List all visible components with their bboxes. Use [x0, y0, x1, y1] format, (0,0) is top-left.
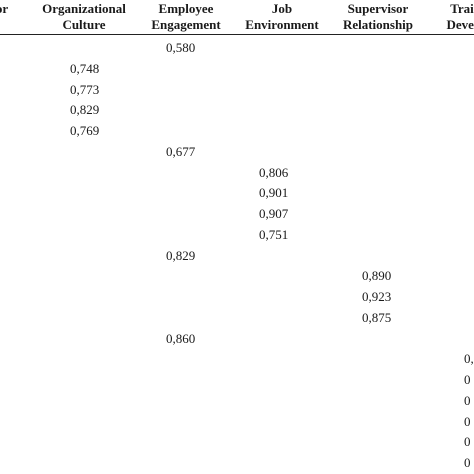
table-cell: 0,829: [166, 247, 196, 263]
header-col-job-environment: Job Environment: [212, 1, 352, 33]
table-cell: 0,806: [259, 164, 289, 180]
header-line-1: Job: [271, 1, 293, 16]
table-cell: 0,829: [70, 102, 100, 118]
header-line-2: Devel: [446, 17, 474, 32]
table-cell: 0: [464, 434, 471, 450]
header-line-1: Employee: [158, 1, 214, 16]
table-cell: 0,923: [362, 289, 392, 304]
header-col-supervisor-relationship: Supervisor Relationship: [308, 1, 448, 33]
header-line-1: Trai: [450, 1, 474, 16]
header-rule: [0, 34, 474, 35]
table-cell: 0,901: [259, 185, 289, 201]
table-cell: 0: [464, 392, 471, 408]
header-line-1: or: [0, 1, 9, 16]
header-line-2: Relationship: [342, 17, 414, 32]
table-cell: 0,748: [70, 60, 100, 76]
table-cell: 0: [464, 372, 471, 387]
header-col-training-development: TraiDevel: [392, 1, 474, 33]
table-cell: 0,677: [166, 143, 196, 159]
header-col-factor: or: [0, 1, 72, 17]
table-cell: 0,751: [259, 226, 289, 242]
table-cell: 0,875: [362, 309, 392, 325]
header-line-2: Environment: [245, 17, 319, 32]
table-cell: 0,907: [259, 206, 289, 221]
header-line-2: Engagement: [151, 17, 221, 32]
header-line-1: Organizational: [42, 1, 126, 16]
table-cell: 0,: [464, 351, 474, 367]
table-cell: 0,773: [70, 81, 100, 97]
table-cell: 0,860: [166, 330, 196, 346]
header-col-employee-engagement: Employee Engagement: [116, 1, 256, 33]
table-cell: 0: [464, 455, 471, 470]
table-cell: 0,890: [362, 268, 392, 284]
table-cell: 0,580: [166, 40, 196, 55]
table-cell: 0: [464, 413, 471, 429]
table-cell: 0,769: [70, 123, 100, 138]
header-col-organizational-culture: Organizational Culture: [14, 1, 154, 33]
header-line-2: Culture: [62, 17, 106, 32]
header-line-1: Supervisor: [347, 1, 409, 16]
